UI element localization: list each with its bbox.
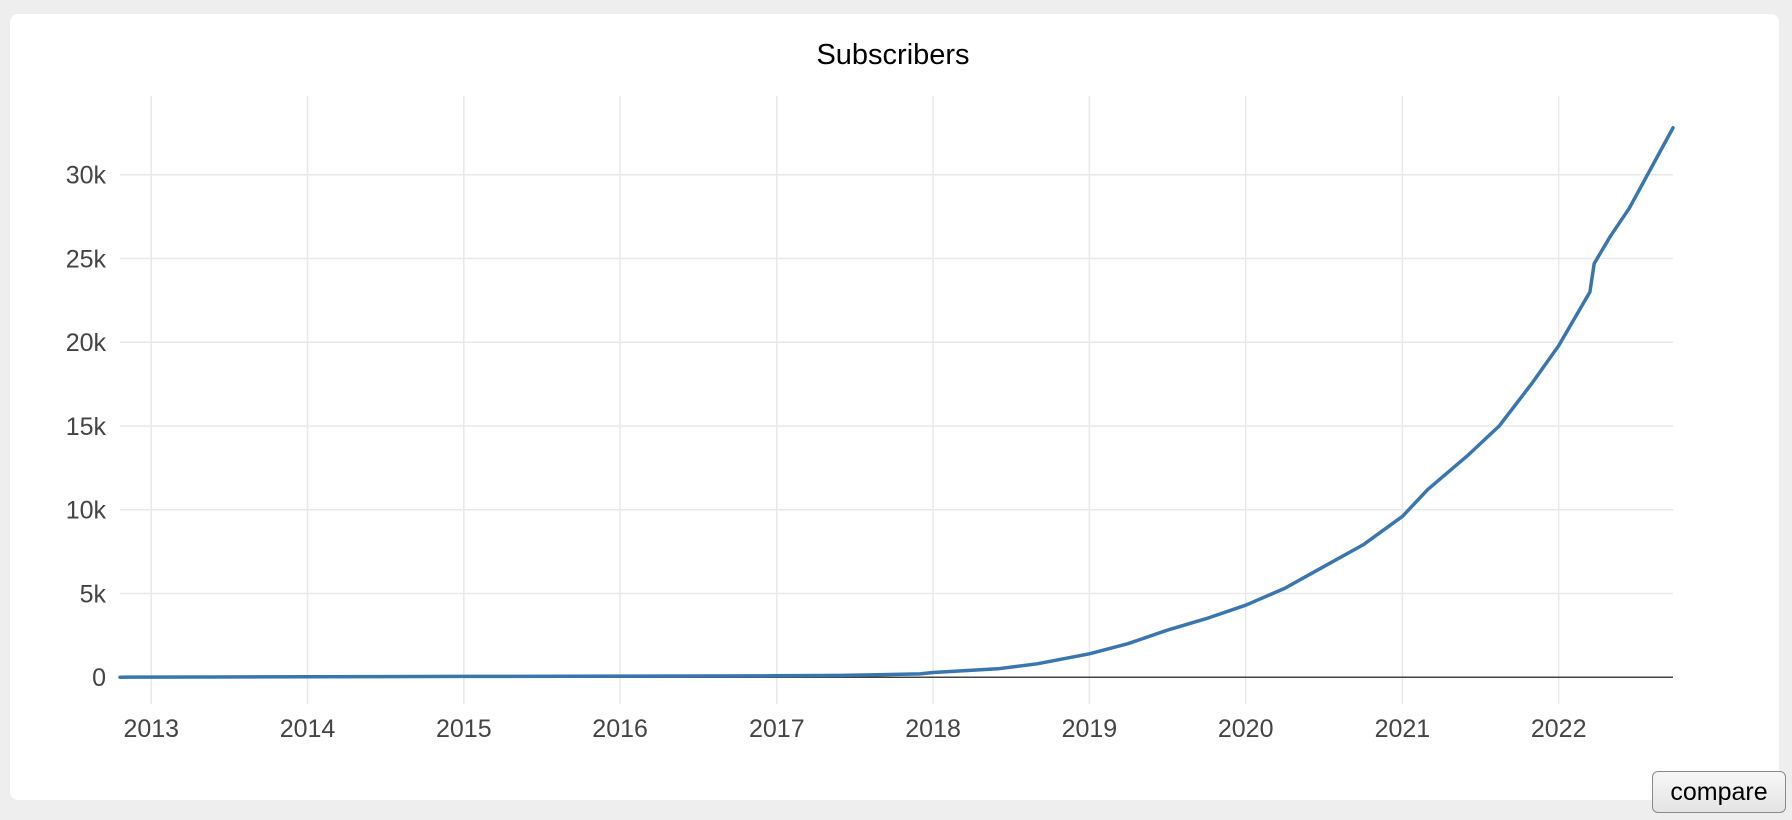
x-tick-label: 2013 <box>123 715 179 743</box>
series-layer <box>118 126 1675 679</box>
y-tick-label: 20k <box>66 329 107 357</box>
y-tick-label: 5k <box>80 580 107 608</box>
x-tick-label: 2018 <box>905 715 961 743</box>
x-tick-label: 2016 <box>592 715 648 743</box>
x-tick-labels: 2013 2014 2015 2016 2017 2018 2019 2020 2021 2022 <box>123 715 1586 743</box>
y-tick-label: 30k <box>66 162 107 190</box>
y-tick-labels: 0 5k 10k 15k 20k 25k 30k <box>66 162 107 692</box>
x-tick-label: 2014 <box>280 715 336 743</box>
y-tick-label: 15k <box>66 413 107 441</box>
x-tick-label: 2022 <box>1531 715 1587 743</box>
y-grid <box>120 173 1673 595</box>
chart-card: 2013 2014 2015 2016 2017 2018 2019 2020 2021 2022… <box>10 14 1786 813</box>
x-grid <box>150 96 1560 704</box>
series-line <box>118 126 1675 679</box>
compare-button[interactable]: compare <box>1652 771 1786 813</box>
y-tick-label: 10k <box>66 497 107 525</box>
subscribers-chart: 2013 2014 2015 2016 2017 2018 2019 2020 2021 2022… <box>66 39 1675 743</box>
chart-title: Subscribers <box>816 39 969 71</box>
x-tick-label: 2015 <box>436 715 492 743</box>
x-tick-label: 2017 <box>749 715 805 743</box>
x-tick-label: 2020 <box>1218 715 1274 743</box>
y-tick-label: 0 <box>92 664 106 692</box>
y-tick-label: 25k <box>66 245 107 273</box>
x-tick-label: 2019 <box>1062 715 1118 743</box>
x-tick-label: 2021 <box>1375 715 1431 743</box>
